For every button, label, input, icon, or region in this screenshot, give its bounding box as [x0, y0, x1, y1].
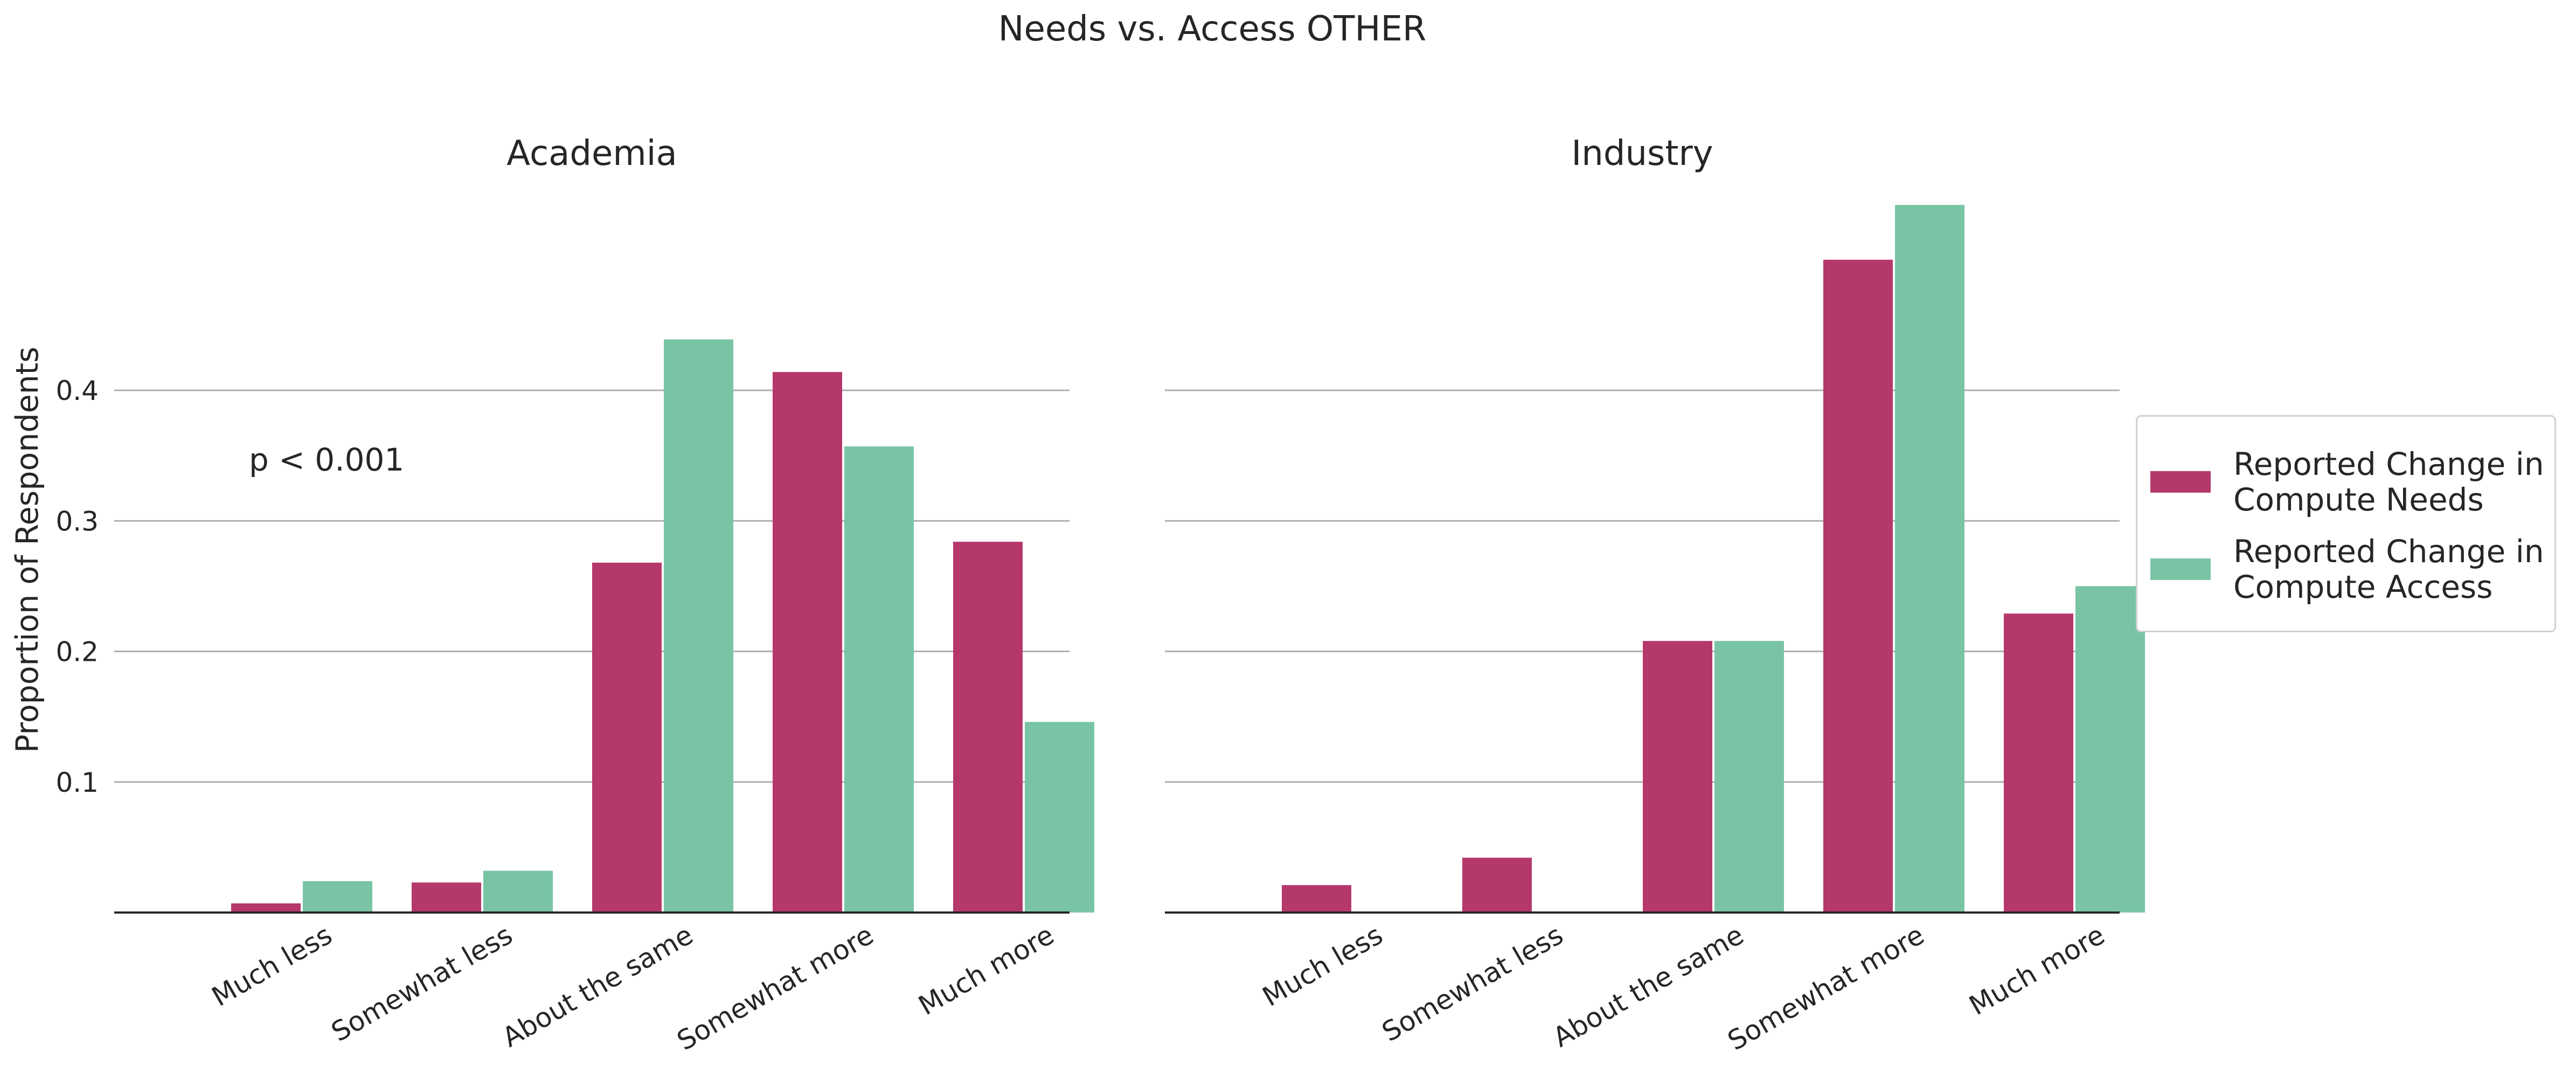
y-tick-label: 0.3: [55, 506, 99, 537]
x-tick-label: Somewhat more: [672, 919, 879, 1056]
p-value-annotation: p < 0.001: [249, 441, 404, 478]
y-axis-label: Proportion of Respondents: [10, 347, 45, 753]
panel-title: Industry: [1571, 134, 1713, 174]
bar-about-the-same-access: [1714, 641, 1784, 913]
legend: Reported Change in Compute Needs Reporte…: [2136, 415, 2556, 632]
figure-suptitle: Needs vs. Access OTHER: [998, 9, 1427, 49]
y-tick-label: 0.1: [55, 767, 99, 798]
bar-much-more-access: [1025, 722, 1094, 913]
bar-much-more-access: [2075, 586, 2145, 913]
bar-somewhat-more-needs: [1823, 259, 1893, 913]
bar-somewhat-less-needs: [1462, 858, 1532, 913]
y-tick-label: 0.4: [55, 375, 99, 406]
bar-somewhat-more-needs: [773, 372, 842, 913]
bar-much-more-needs: [2004, 613, 2073, 913]
legend-item-access: Reported Change in Compute Access: [2150, 534, 2544, 605]
bar-much-less-needs: [231, 903, 301, 913]
bar-about-the-same-access: [664, 339, 733, 913]
x-tick-label: Much less: [206, 919, 337, 1013]
x-tick-label: Somewhat more: [1723, 919, 1929, 1056]
x-tick-label: Somewhat less: [1377, 919, 1568, 1048]
legend-item-needs: Reported Change in Compute Needs: [2150, 446, 2544, 517]
y-tick-label: 0.2: [55, 637, 99, 668]
bar-about-the-same-needs: [1643, 641, 1712, 913]
legend-swatch-needs-icon: [2150, 471, 2211, 493]
x-tick-label: About the same: [497, 919, 698, 1053]
bar-somewhat-more-access: [1895, 205, 1964, 913]
bar-somewhat-less-access: [483, 870, 553, 913]
legend-label-access: Reported Change in Compute Access: [2233, 533, 2544, 605]
panel-title: Academia: [506, 134, 677, 174]
x-tick-label: Much more: [1964, 919, 2110, 1021]
bar-somewhat-more-access: [844, 446, 914, 913]
bar-about-the-same-needs: [592, 562, 662, 913]
legend-swatch-access-icon: [2150, 558, 2211, 580]
legend-label-needs: Reported Change in Compute Needs: [2233, 446, 2544, 518]
bar-much-more-needs: [953, 542, 1023, 913]
x-tick-label: About the same: [1547, 919, 1749, 1053]
x-tick-label: Somewhat less: [326, 919, 518, 1048]
bar-somewhat-less-needs: [412, 882, 481, 913]
x-tick-label: Much less: [1257, 919, 1388, 1013]
bar-much-less-needs: [1282, 885, 1351, 913]
bar-much-less-access: [303, 881, 372, 913]
x-tick-label: Much more: [913, 919, 1059, 1021]
